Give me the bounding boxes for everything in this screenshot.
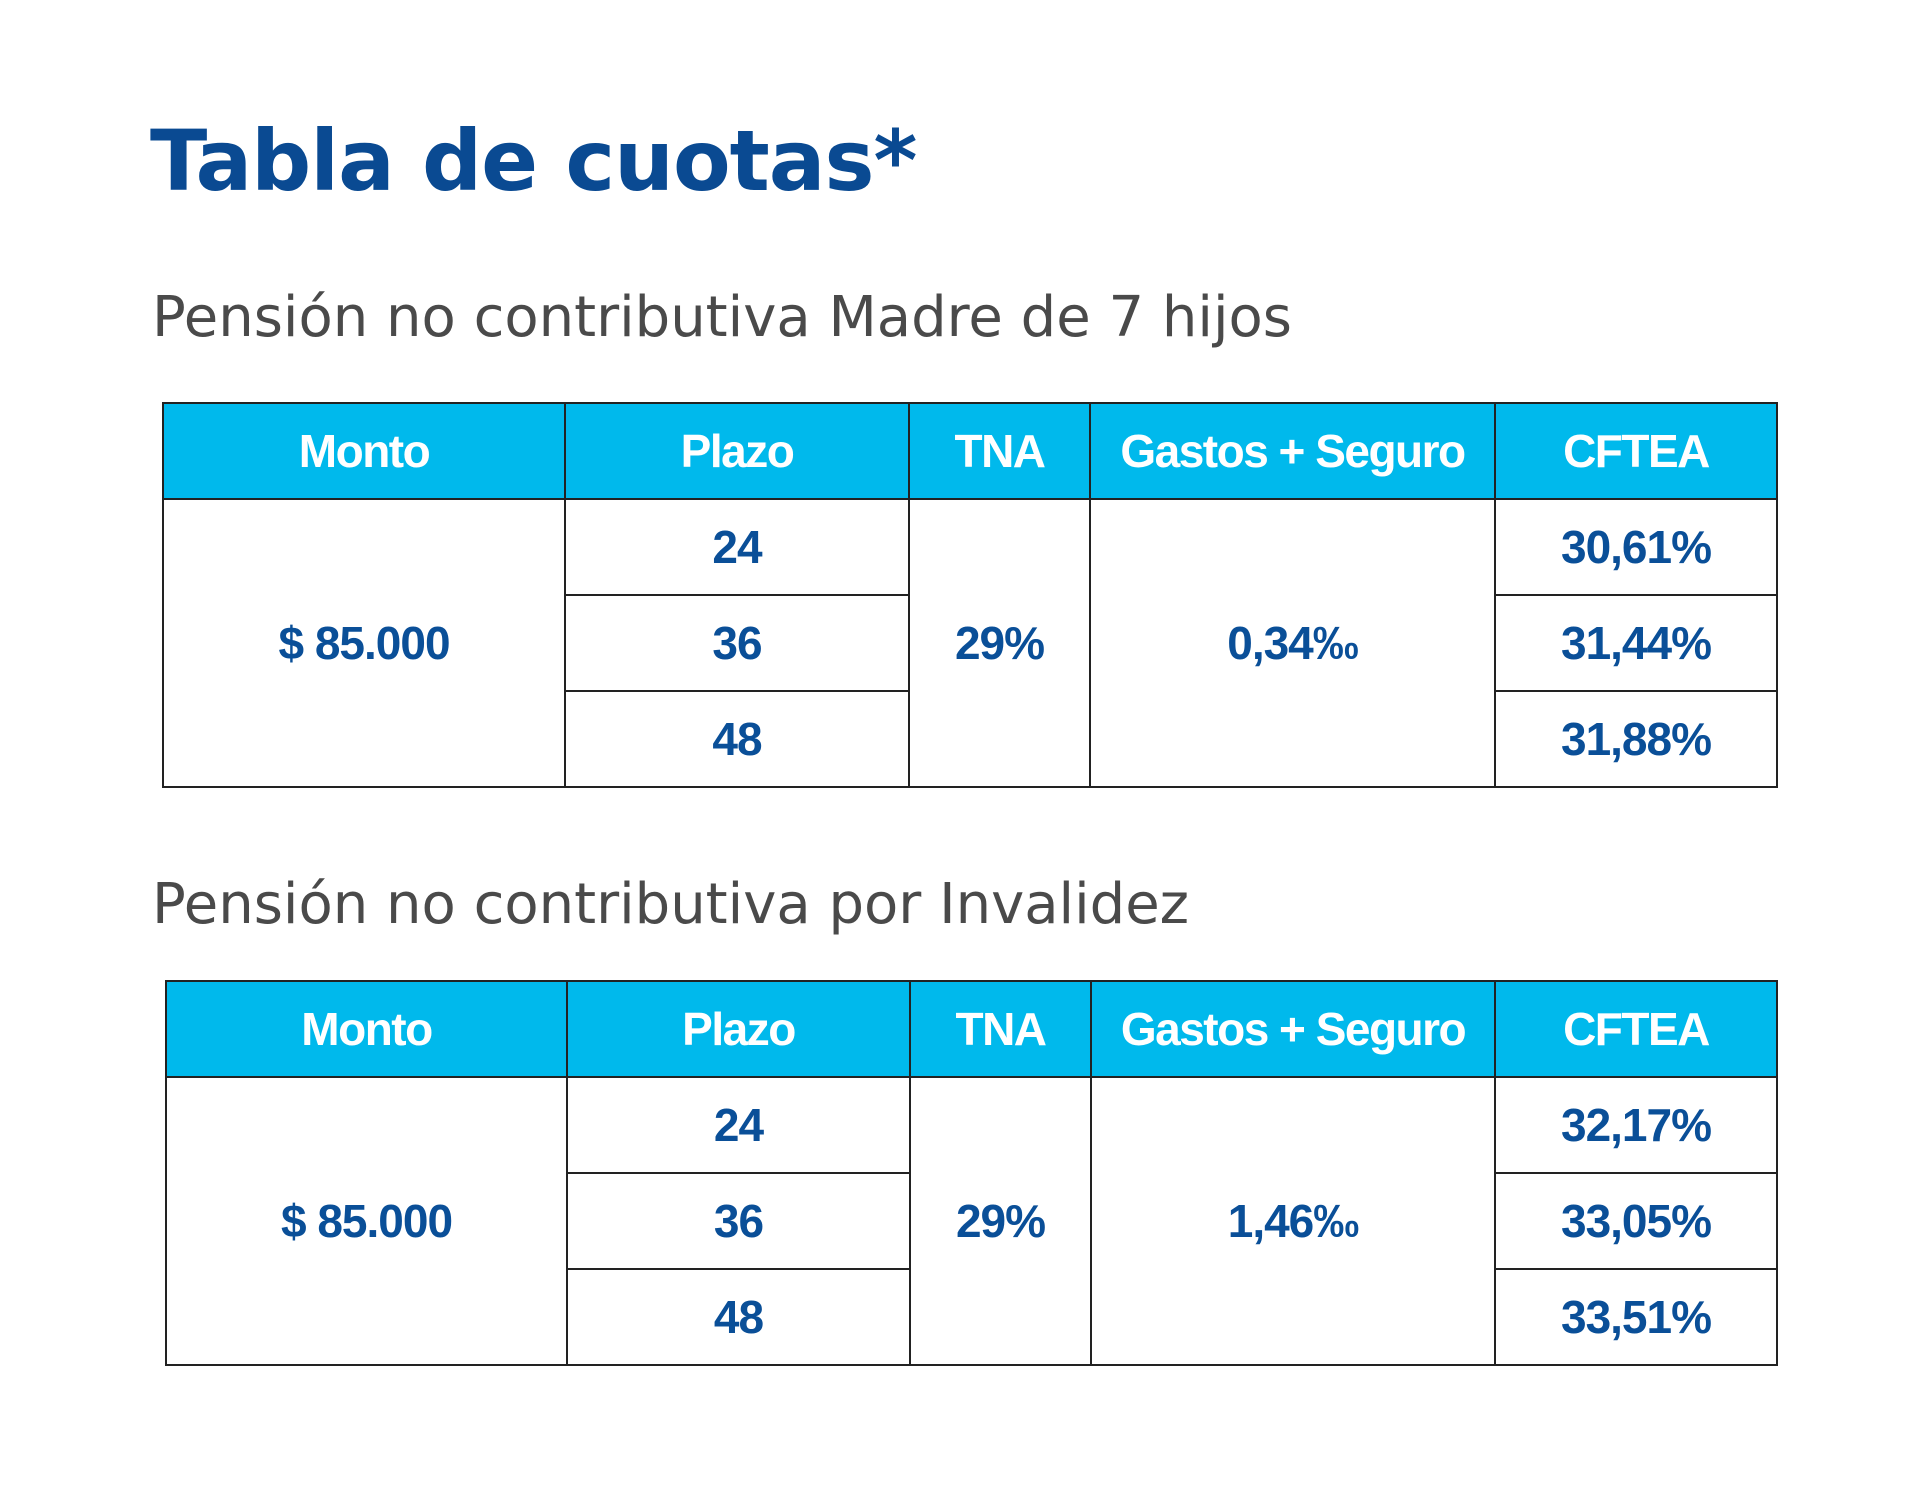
cftea-cell: 31,44% bbox=[1494, 594, 1778, 692]
cftea-cell: 30,61% bbox=[1494, 498, 1778, 596]
section-title-madre-7-hijos: Pensión no contributiva Madre de 7 hijos bbox=[152, 285, 1292, 350]
plazo-cell: 36 bbox=[566, 1172, 911, 1270]
header-plazo: Plazo bbox=[566, 980, 911, 1078]
table-header-row: Monto Plazo TNA Gastos + Seguro CFTEA bbox=[162, 402, 1778, 500]
plazo-cell: 48 bbox=[564, 690, 910, 788]
cftea-cell: 32,17% bbox=[1494, 1076, 1778, 1174]
tna-cell: 29% bbox=[908, 498, 1091, 788]
table-row: 36 31,44% bbox=[163, 594, 1778, 692]
header-monto: Monto bbox=[162, 402, 566, 500]
header-plazo: Plazo bbox=[564, 402, 910, 500]
cuotas-table-invalidez: Monto Plazo TNA Gastos + Seguro CFTEA $ … bbox=[165, 980, 1778, 1366]
page-title: Tabla de cuotas* bbox=[150, 112, 917, 210]
section-title-invalidez: Pensión no contributiva por Invalidez bbox=[152, 872, 1190, 937]
header-tna: TNA bbox=[909, 980, 1092, 1078]
plazo-cell: 24 bbox=[564, 498, 910, 596]
header-gastos-seguro: Gastos + Seguro bbox=[1089, 402, 1496, 500]
header-tna: TNA bbox=[908, 402, 1091, 500]
table-row: $ 85.000 24 29% 0,34‰ 30,61% bbox=[162, 498, 1778, 788]
table-row: 36 33,05% bbox=[166, 1172, 1778, 1270]
table-header-row: Monto Plazo TNA Gastos + Seguro CFTEA bbox=[165, 980, 1778, 1078]
cftea-cell: 31,88% bbox=[1494, 690, 1778, 788]
tna-cell: 29% bbox=[909, 1076, 1092, 1366]
cftea-cell: 33,51% bbox=[1494, 1268, 1778, 1366]
monto-cell: $ 85.000 bbox=[165, 1076, 568, 1366]
header-gastos-seguro: Gastos + Seguro bbox=[1090, 980, 1496, 1078]
plazo-cell: 48 bbox=[566, 1268, 911, 1366]
table-row: $ 85.000 24 29% 1,46‰ 32,17% bbox=[165, 1076, 1778, 1366]
header-cftea: CFTEA bbox=[1494, 980, 1778, 1078]
header-cftea: CFTEA bbox=[1494, 402, 1778, 500]
plazo-cell: 24 bbox=[566, 1076, 911, 1174]
header-monto: Monto bbox=[165, 980, 568, 1078]
table-row: 48 33,51% bbox=[166, 1268, 1778, 1366]
cftea-cell: 33,05% bbox=[1494, 1172, 1778, 1270]
monto-cell: $ 85.000 bbox=[162, 498, 566, 788]
gastos-seguro-cell: 1,46‰ bbox=[1090, 1076, 1496, 1366]
table-row: 48 31,88% bbox=[163, 690, 1778, 788]
plazo-cell: 36 bbox=[564, 594, 910, 692]
gastos-seguro-cell: 0,34‰ bbox=[1089, 498, 1496, 788]
cuotas-table-madre-7-hijos: Monto Plazo TNA Gastos + Seguro CFTEA $ … bbox=[162, 402, 1778, 788]
